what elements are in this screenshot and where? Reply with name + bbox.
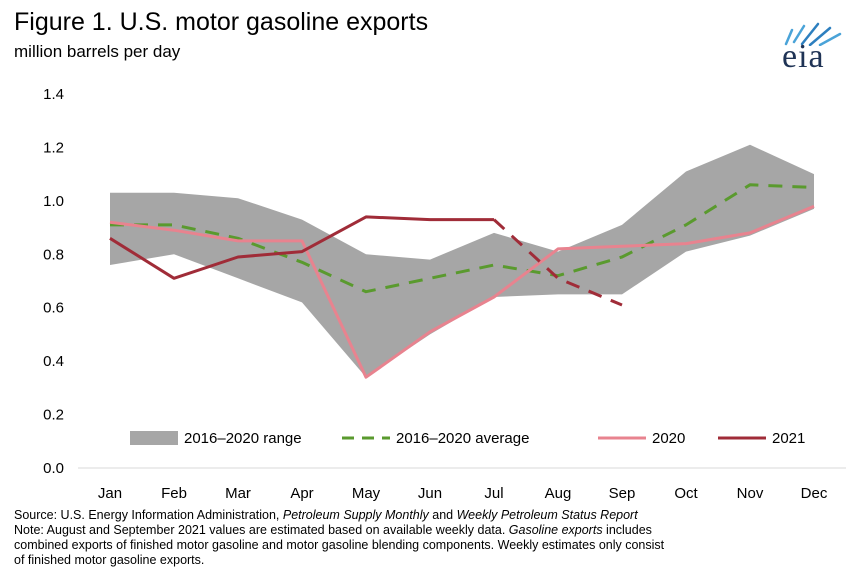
x-tick-label: Jun bbox=[418, 485, 442, 502]
y-axis-label: million barrels per day bbox=[14, 42, 181, 61]
plot-area bbox=[78, 144, 846, 469]
y-tick-label: 1.2 bbox=[43, 139, 64, 156]
y-tick-label: 0.4 bbox=[43, 353, 64, 370]
x-axis: Jan Feb Mar Apr May Jun Jul Aug Sep Oct Nov Dec bbox=[98, 485, 828, 502]
note-line: of finished motor gasoline exports. bbox=[14, 553, 205, 567]
series-line-2021 bbox=[109, 215, 494, 280]
series-line-2020 bbox=[109, 204, 815, 379]
logo-text: eia bbox=[782, 38, 825, 75]
y-tick-label: 1.4 bbox=[43, 86, 64, 103]
legend-swatch-range bbox=[130, 431, 178, 445]
x-tick-label: Jul bbox=[484, 485, 503, 502]
x-tick-label: Jan bbox=[98, 485, 122, 502]
legend-label: 2016–2020 range bbox=[184, 430, 302, 447]
y-tick-label: 0.8 bbox=[43, 246, 64, 263]
legend-label: 2016–2020 average bbox=[396, 430, 529, 447]
note-line: Note: August and September 2021 values a… bbox=[14, 523, 652, 537]
x-tick-label: Apr bbox=[290, 485, 313, 502]
x-tick-label: Feb bbox=[161, 485, 187, 502]
source-notes: Source: U.S. Energy Information Administ… bbox=[14, 508, 854, 568]
y-tick-label: 0.6 bbox=[43, 300, 64, 317]
legend-label: 2021 bbox=[772, 430, 805, 447]
note-line: combined exports of finished motor gasol… bbox=[14, 538, 665, 552]
x-tick-label: Mar bbox=[225, 485, 251, 502]
y-tick-label: 0.0 bbox=[43, 460, 64, 477]
series-line-2021-estimated bbox=[492, 218, 623, 307]
x-tick-label: May bbox=[352, 485, 381, 502]
range-band bbox=[110, 144, 814, 378]
chart-canvas: 0.0 0.2 0.4 0.6 0.8 1.0 1.2 1.4 Jan Feb Mar Apr May… bbox=[43, 86, 846, 502]
eia-logo: eia bbox=[782, 22, 844, 75]
chart-title: Figure 1. U.S. motor gasoline exports bbox=[14, 8, 429, 36]
y-axis: 0.0 0.2 0.4 0.6 0.8 1.0 1.2 1.4 bbox=[43, 86, 64, 477]
series-line-2016-2020-average bbox=[110, 183, 815, 294]
x-tick-label: Dec bbox=[801, 485, 828, 502]
x-tick-label: Oct bbox=[674, 485, 698, 502]
sun-rays-icon bbox=[784, 22, 842, 46]
source-line: Source: U.S. Energy Information Administ… bbox=[14, 508, 638, 522]
x-tick-label: Nov bbox=[737, 485, 764, 502]
y-tick-label: 0.2 bbox=[43, 407, 64, 424]
legend-label: 2020 bbox=[652, 430, 685, 447]
y-tick-label: 1.0 bbox=[43, 193, 64, 210]
x-tick-label: Aug bbox=[545, 485, 572, 502]
x-tick-label: Sep bbox=[609, 485, 636, 502]
legend: 2016–2020 range 2016–2020 average 2020 2021 bbox=[130, 430, 805, 447]
